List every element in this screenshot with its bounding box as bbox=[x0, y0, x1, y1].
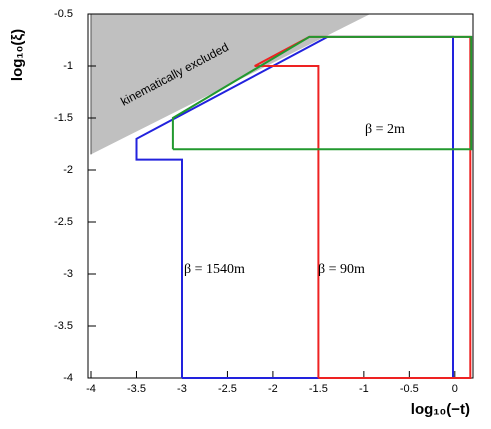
y-tick-label: -2 bbox=[63, 164, 73, 176]
x-tick-label: -3 bbox=[177, 383, 187, 395]
x-tick-label: -1 bbox=[359, 383, 369, 395]
x-tick-label: 0 bbox=[452, 383, 458, 395]
acceptance-line bbox=[135, 35, 454, 379]
x-axis-label: log₁₀(−t) bbox=[411, 401, 470, 418]
x-tick-label: -3.5 bbox=[127, 383, 146, 395]
y-tick-label: -3.5 bbox=[54, 320, 73, 332]
x-tick-label: -2.5 bbox=[218, 383, 237, 395]
y-tick-label: -3 bbox=[63, 268, 73, 280]
series-label: β = 90m bbox=[318, 262, 365, 277]
y-axis-label: log₁₀(ξ) bbox=[9, 29, 26, 81]
acceptance-line bbox=[171, 35, 473, 151]
y-tick-label: -2.5 bbox=[54, 216, 73, 228]
acceptance-line bbox=[254, 35, 472, 379]
y-tick-label: -4 bbox=[63, 372, 73, 384]
y-tick-label: -0.5 bbox=[54, 8, 73, 20]
series-label: β = 2m bbox=[365, 122, 405, 137]
x-tick-label: -2 bbox=[268, 383, 278, 395]
x-tick-label: -1.5 bbox=[309, 383, 328, 395]
x-tick-label: -0.5 bbox=[400, 383, 419, 395]
y-tick-label: -1.5 bbox=[54, 112, 73, 124]
series-label: β = 1540m bbox=[184, 262, 245, 277]
x-tick-label: -4 bbox=[86, 383, 96, 395]
y-tick-label: -1 bbox=[63, 60, 73, 72]
